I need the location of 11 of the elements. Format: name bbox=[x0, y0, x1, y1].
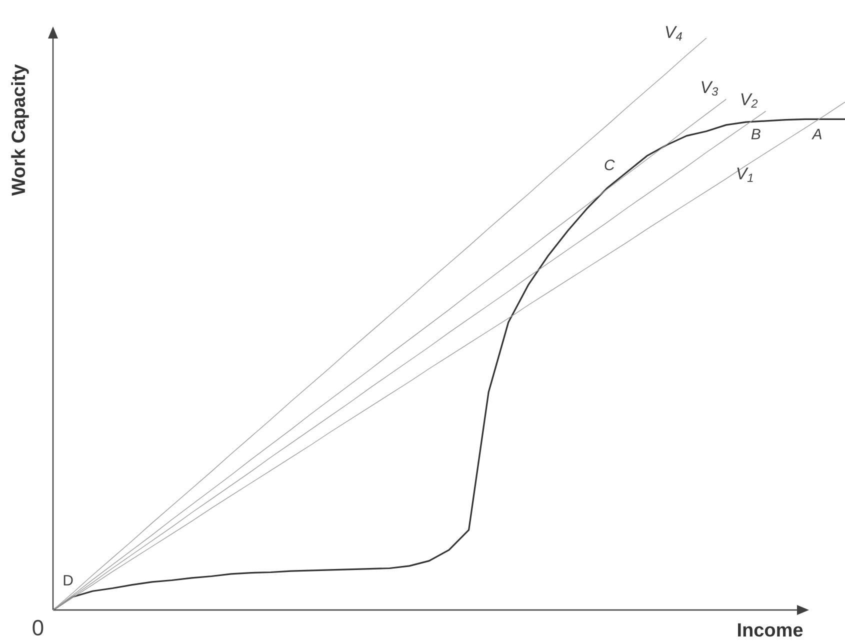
annotation: D bbox=[64, 575, 73, 586]
series-label: V$_{2}$ bbox=[741, 93, 758, 108]
series-label: V$_{4}$ bbox=[666, 26, 682, 40]
annotation: A bbox=[812, 128, 822, 140]
series-label: V$_{3}$ bbox=[702, 81, 718, 96]
annotation: C bbox=[604, 160, 615, 170]
annotation: B bbox=[751, 128, 760, 140]
series-label: V$_{1}$ bbox=[737, 168, 753, 182]
y-axis-title: Work Capacity bbox=[11, 64, 29, 196]
x-axis-title: Income bbox=[738, 623, 803, 637]
text: 0 bbox=[32, 620, 44, 636]
